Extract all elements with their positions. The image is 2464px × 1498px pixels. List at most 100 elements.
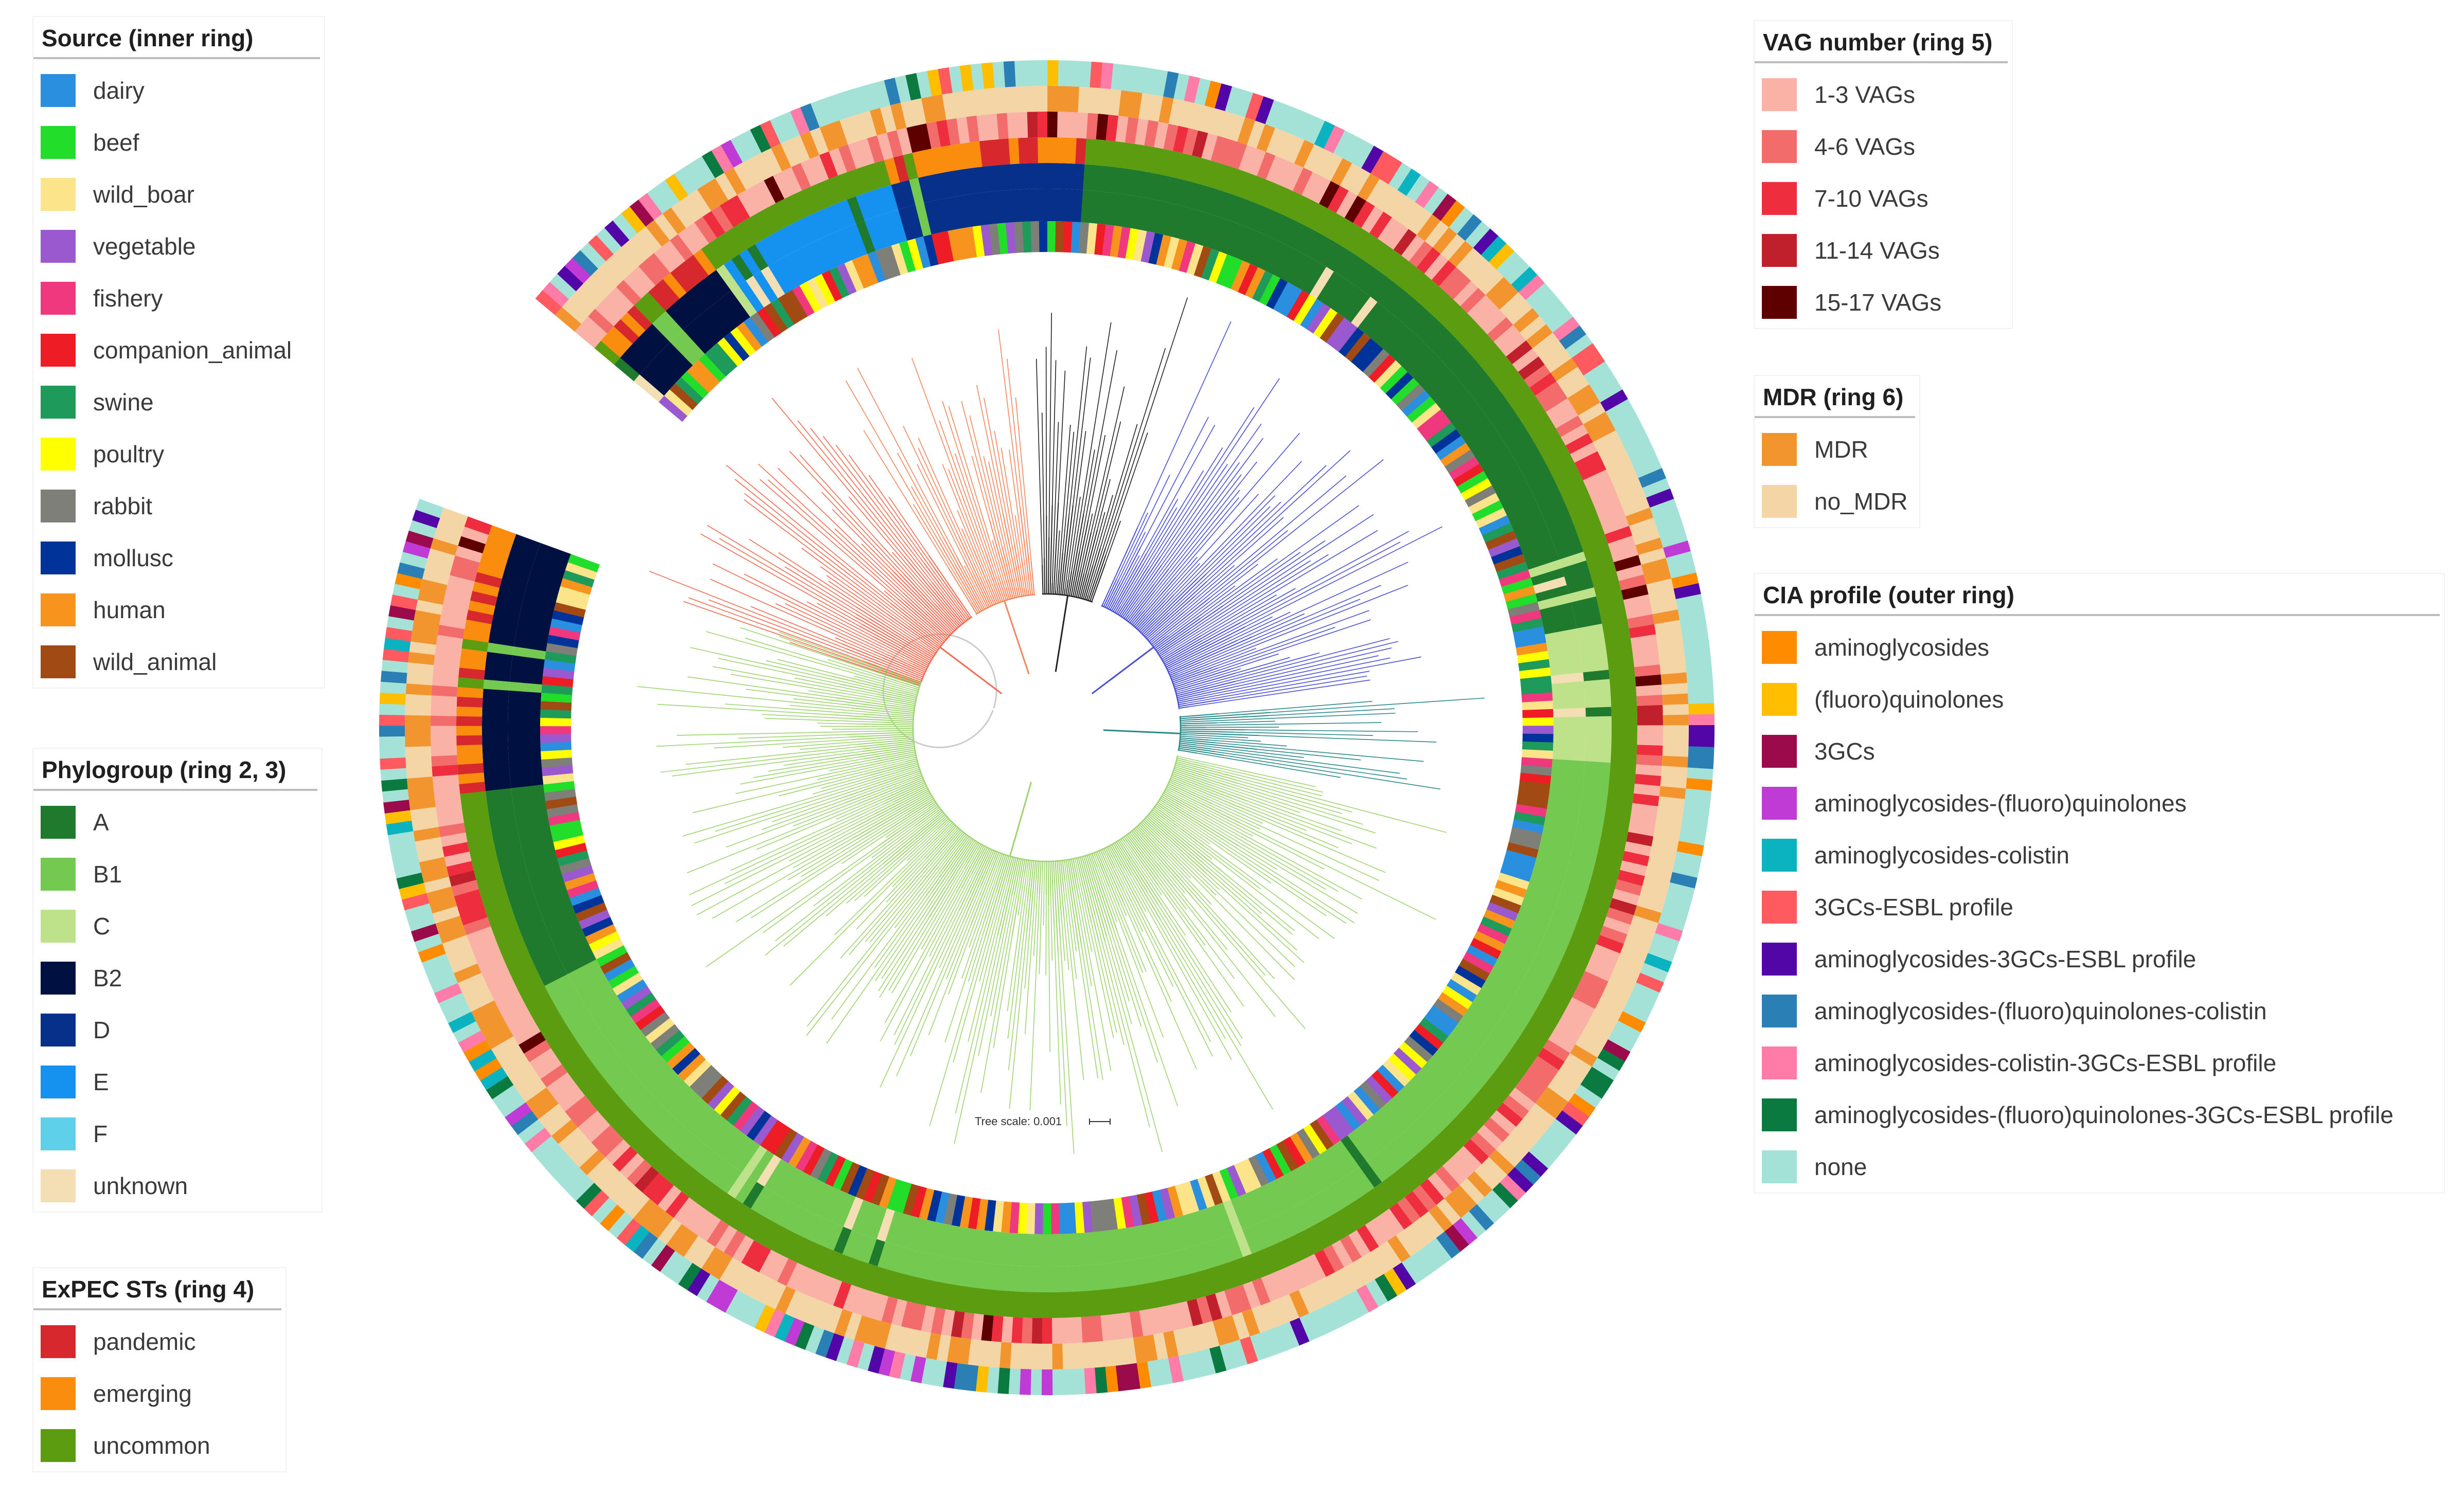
tree-branch [1205, 657, 1421, 698]
tree-branch [766, 661, 833, 677]
ring-segment [1057, 112, 1068, 138]
tree-branch [1044, 558, 1045, 594]
tree-branch [962, 868, 999, 979]
ring-segment [1522, 700, 1554, 710]
tree-branch [880, 918, 929, 997]
ring-segment [1688, 736, 1714, 748]
tree-branch [1005, 601, 1029, 674]
ring-segment [1688, 692, 1714, 705]
tree-branch [849, 455, 967, 618]
ring-segment [1688, 703, 1715, 715]
ring-segment [540, 742, 572, 751]
tree-branch [1042, 565, 1043, 594]
tree-branch [1025, 916, 1031, 988]
tree-scale-label: Tree scale: 0.001 [975, 1115, 1062, 1128]
tree-branch [1157, 904, 1242, 1039]
tree-branch [1064, 891, 1083, 1080]
tree-branch [947, 820, 950, 822]
tree-branch [1100, 424, 1137, 549]
tree-branch [1027, 860, 1028, 868]
ring-segment [482, 734, 508, 745]
tree-branch [939, 421, 986, 553]
tree-branch [1174, 684, 1176, 685]
tree-scale: Tree scale: 0.001 [975, 1115, 1110, 1128]
ring-segment [405, 725, 431, 736]
ring-segment [1062, 1369, 1075, 1395]
ring-segment [508, 717, 540, 726]
tree-branch [1165, 564, 1200, 601]
tree-branch [1217, 721, 1275, 723]
ring-segment [1007, 112, 1019, 138]
ring-segment [1047, 189, 1057, 221]
ring-segment [1016, 86, 1028, 113]
tree-branch [1148, 639, 1149, 640]
tree-branch [1103, 730, 1181, 734]
ring-segment [1523, 717, 1554, 726]
tree-branch [1159, 839, 1216, 895]
ring-segment [1047, 86, 1059, 112]
ring-segment [1021, 189, 1031, 222]
ring-segment [1687, 681, 1713, 694]
tree-branch [1206, 502, 1281, 574]
ring-segment [1553, 708, 1585, 717]
tree-branch [1259, 735, 1437, 742]
ring-segment [456, 716, 482, 726]
ring-segment [1068, 86, 1080, 113]
tree-branch [1175, 433, 1299, 577]
tree-branch [1201, 530, 1378, 636]
ring-segment [1020, 1343, 1032, 1369]
tree-branch [689, 598, 866, 662]
tree-branch [1116, 607, 1120, 613]
ring-segment [379, 714, 405, 726]
tree-branch [1157, 804, 1180, 820]
tree-branch [683, 601, 881, 670]
tree-branch [1037, 861, 1039, 894]
tree-branch [1091, 387, 1124, 532]
tree-branch [881, 888, 962, 1041]
ring-segment [1061, 1292, 1072, 1318]
ring-segment [1051, 1234, 1061, 1267]
ring-segment [1057, 137, 1067, 163]
ring-segment [431, 705, 457, 716]
tree-branch [849, 497, 926, 587]
ring-segment [431, 735, 456, 746]
tree-branch [649, 571, 846, 649]
tree-branch [897, 922, 963, 1076]
tree-branch [942, 817, 948, 822]
tree-branch [956, 935, 998, 1113]
ring-segment [1021, 1317, 1032, 1344]
tree-branch [1174, 461, 1301, 595]
tree-branch [1168, 669, 1171, 671]
tree-branch [1216, 752, 1407, 779]
ring-segment [1585, 743, 1612, 753]
ring-segment [457, 696, 483, 708]
ring-segment [1028, 137, 1039, 163]
tree-branch [1169, 494, 1258, 593]
tree-branch [890, 603, 942, 644]
tree-branch [895, 910, 959, 1044]
ring-segment [1663, 725, 1689, 736]
tree-branch [1064, 918, 1069, 970]
ring-segment [1059, 1203, 1068, 1234]
tree-branch [823, 436, 960, 615]
tree-branch [1229, 786, 1376, 833]
tree-branch [1087, 595, 1088, 600]
ring-segment [405, 735, 431, 747]
ring-segment [1042, 1203, 1051, 1234]
tree-branch [1202, 859, 1292, 935]
tree-branch [1090, 555, 1105, 601]
tree-branch [783, 863, 883, 946]
ring-segment [1637, 735, 1663, 746]
ring-segment [1522, 709, 1553, 718]
ring-segment [1612, 716, 1637, 726]
ring-segment [1030, 1369, 1042, 1395]
tree-branch [744, 494, 903, 617]
tree-branch [1137, 425, 1215, 565]
tree-branch [1028, 589, 1029, 595]
ring-segment [1032, 1267, 1042, 1292]
tree-branch [772, 398, 904, 556]
tree-branch [1140, 417, 1208, 548]
ring-segment [1008, 1368, 1021, 1395]
tree-branch [861, 724, 913, 725]
ring-segment [1051, 1292, 1062, 1318]
